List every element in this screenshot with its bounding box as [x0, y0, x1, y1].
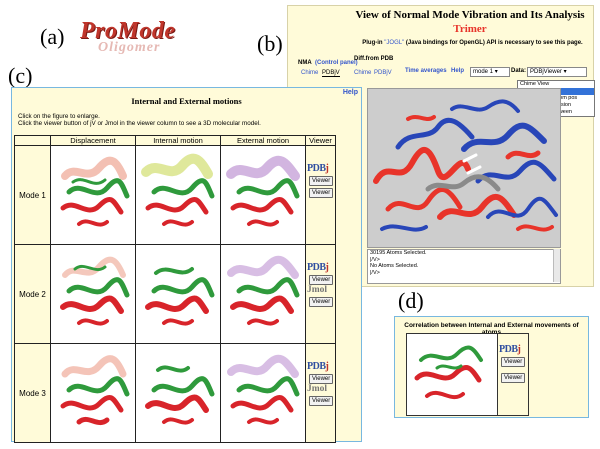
column-header-internal: Internal motion — [135, 135, 221, 146]
displacement-image-mode-3[interactable] — [50, 343, 136, 443]
console-line: No Atoms Selected. — [370, 263, 419, 269]
plugin-note-suffix: (Java bindings for OpenGL) API is necess… — [405, 40, 583, 46]
protein-image — [414, 345, 483, 400]
nav-time-averages[interactable]: Time averages — [405, 68, 447, 74]
external-motion-image-mode-3[interactable] — [220, 343, 306, 443]
column-header-viewer: Viewer — [305, 135, 336, 146]
correlation-image[interactable] — [406, 333, 498, 416]
correlation-viewer-cell: PDBj Viewer Viewer — [497, 333, 529, 416]
console-output[interactable]: 30195 Atoms Selected. |/V> No Atoms Sele… — [367, 249, 561, 284]
correlation-panel: Correlation between Internal and Externa… — [394, 316, 589, 418]
jogl-link[interactable]: "JOGL" — [384, 40, 405, 46]
label-a: (a) — [40, 24, 65, 49]
displacement-image-mode-1[interactable] — [50, 145, 136, 245]
nav-chime[interactable]: Chime — [301, 70, 319, 76]
external-motion-image-mode-1[interactable] — [220, 145, 306, 245]
pdbj-viewer-button[interactable]: Viewer — [501, 357, 525, 367]
protein-image — [145, 267, 215, 326]
chevron-down-icon: ▾ — [563, 69, 567, 75]
console-line: |/V> — [370, 269, 380, 276]
internal-motion-image-mode-3[interactable] — [135, 343, 221, 443]
logo-subtitle: Oligomer — [98, 40, 161, 55]
pdbj-viewer-button[interactable]: Viewer — [309, 275, 333, 285]
label-c: (c) — [8, 63, 33, 88]
corner-cell — [14, 135, 51, 146]
row-label-mode-1: Mode 1 — [14, 145, 51, 245]
jmol-viewer-button[interactable]: Viewer — [309, 297, 333, 307]
nav-pdbjv-2[interactable]: PDBjV — [374, 70, 392, 76]
panel-c-instructions: Click on the figure to enlarge. Click th… — [18, 113, 358, 128]
console-scrollbar[interactable] — [553, 249, 560, 282]
nav-help[interactable]: Help — [451, 68, 465, 74]
instruction-line-1: Click on the figure to enlarge. — [18, 113, 100, 120]
jmol-viewer-button[interactable]: Viewer — [309, 396, 333, 406]
displacement-image-mode-2[interactable] — [50, 244, 136, 344]
data-label: Data: — [511, 68, 527, 74]
console-line: |/V> — [370, 256, 380, 263]
protein-image — [227, 255, 300, 326]
pdbj-logo: PDBj — [307, 361, 329, 372]
promode-logo: ProMode Oligomer — [80, 18, 180, 60]
protein-image — [60, 355, 130, 426]
mode-select[interactable]: mode 1 ▾ — [470, 67, 510, 77]
panel-b-title: View of Normal Mode Vibration and Its An… — [355, 9, 585, 21]
modes-table: Displacement Internal motion External mo… — [14, 135, 336, 443]
plugin-note: Plug-in "JOGL" (Java bindings for OpenGL… — [355, 40, 590, 46]
pdbj-logo: PDBj — [307, 163, 329, 174]
jmol-logo: Jmol — [307, 285, 328, 295]
row-label-mode-2: Mode 2 — [14, 244, 51, 344]
pdbj-viewer-button[interactable]: Viewer — [309, 176, 333, 186]
jmol-viewer-button[interactable]: Viewer — [309, 188, 333, 198]
panel-b-subtitle: Trimer — [453, 23, 487, 35]
nav-pdbjv[interactable]: PDBjV — [322, 70, 340, 77]
label-b: (b) — [257, 31, 283, 56]
protein-image — [60, 256, 130, 326]
pdbj-logo: PDBj — [307, 262, 329, 273]
row-label-mode-3: Mode 3 — [14, 343, 51, 443]
protein-image — [60, 156, 130, 227]
pdbj-logo: PDBj — [499, 344, 521, 355]
nav-control-panel[interactable]: (Control panel) — [315, 60, 358, 66]
internal-motion-image-mode-2[interactable] — [135, 244, 221, 344]
molecule-3d-viewer[interactable] — [367, 88, 561, 248]
chevron-down-icon: ▾ — [494, 69, 498, 75]
jmol-viewer-button[interactable]: Viewer — [501, 373, 525, 383]
column-header-displacement: Displacement — [50, 135, 136, 146]
label-d: (d) — [398, 288, 424, 313]
nav-chime-2[interactable]: Chime — [354, 70, 372, 76]
mode-select-value: mode 1 — [473, 69, 494, 75]
panel-c-title: Internal and External motions — [131, 96, 242, 106]
dropdown-option[interactable]: Chime View — [520, 81, 550, 87]
nav-nma: NMA — [298, 60, 312, 66]
protein-ribbon-image — [373, 99, 558, 232]
protein-image — [141, 153, 215, 227]
pdbj-viewer-button[interactable]: Viewer — [309, 374, 333, 384]
help-link[interactable]: Help — [342, 89, 358, 96]
viewer-cell-mode-1: PDBj Viewer Viewer — [305, 145, 336, 245]
viewer-cell-mode-2: PDBj Viewer Jmol Viewer — [305, 244, 336, 344]
external-motion-image-mode-2[interactable] — [220, 244, 306, 344]
panel-d-title: Correlation between Internal and Externa… — [404, 322, 579, 336]
viewer-cell-mode-3: PDBj Viewer Jmol Viewer — [305, 343, 336, 443]
instruction-line-2: Click the viewer button of jV or Jmol in… — [18, 120, 261, 128]
protein-image — [226, 155, 300, 227]
column-header-external: External motion — [220, 135, 306, 146]
jmol-logo: Jmol — [307, 384, 328, 394]
plugin-note-prefix: Plug-in — [362, 40, 383, 46]
nav-bar: NMA (Control panel) Chime PDBjV Diff.fro… — [298, 56, 588, 86]
data-select[interactable]: PDBjViewer ▾ — [527, 67, 587, 77]
nav-diff: Diff.from PDB — [354, 56, 394, 62]
internal-motion-image-mode-1[interactable] — [135, 145, 221, 245]
console-line: 30195 Atoms Selected. — [370, 250, 427, 256]
protein-image — [227, 354, 300, 425]
protein-image — [145, 365, 215, 425]
data-select-value: PDBjViewer — [530, 69, 562, 75]
logo-title: ProMode — [80, 18, 176, 44]
